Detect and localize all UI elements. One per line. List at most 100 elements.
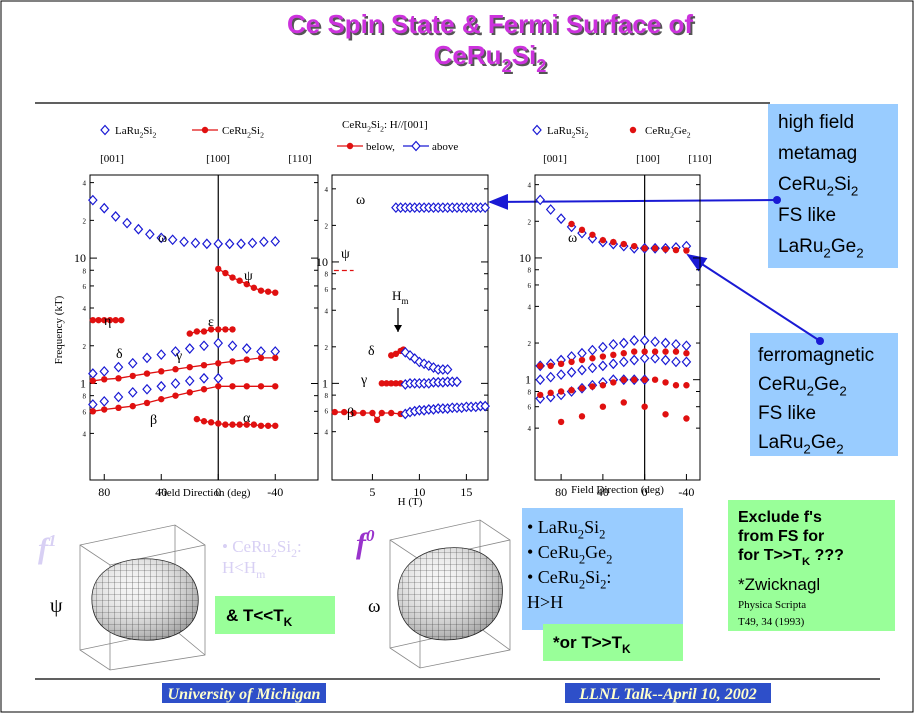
y-tick-label: 6 (325, 407, 329, 415)
data-point (229, 326, 235, 332)
data-point (215, 383, 221, 389)
direction-label: [110] (288, 153, 311, 165)
list-text-part: Si (584, 517, 599, 537)
x-axis-title: Field Direction (deg) (571, 484, 664, 496)
data-point (673, 247, 679, 253)
data-point (258, 355, 264, 361)
data-point (568, 359, 574, 365)
callout-text-part: LaRu (758, 432, 803, 453)
callout-text-part: K (284, 615, 293, 629)
data-point (558, 361, 564, 367)
data-point (244, 383, 250, 389)
branch-label: η (104, 314, 111, 329)
x-tick-label: 15 (460, 485, 472, 499)
data-point (115, 375, 121, 381)
data-point (229, 421, 235, 427)
data-point (332, 409, 338, 415)
callout-text-part: CeRu (778, 174, 827, 195)
callout-text-part: 2 (803, 442, 810, 457)
data-point (641, 403, 647, 409)
legend-label-part: 2 (687, 130, 691, 139)
data-point (187, 330, 193, 336)
callout-text-part: 2 (856, 246, 863, 261)
y-tick-label: 4 (325, 429, 329, 437)
x-tick-label: 5 (369, 485, 375, 499)
data-point (130, 373, 136, 379)
data-point (641, 245, 647, 251)
data-point (215, 326, 221, 332)
field-marker-part: m (401, 296, 408, 306)
f-symbol-sup: 1 (48, 531, 57, 550)
legend-label-part: above (432, 141, 458, 153)
y-tick-label: 2 (325, 344, 329, 352)
data-point (272, 355, 278, 361)
data-point (360, 410, 366, 416)
callout-text-part: Ge (814, 374, 839, 395)
data-point (683, 382, 689, 388)
data-point (158, 396, 164, 402)
data-point (579, 227, 585, 233)
y-tick-label: 1 (322, 376, 328, 390)
data-point (621, 376, 627, 382)
data-point (652, 245, 658, 251)
callout-text: ferromagnetic (758, 345, 874, 366)
x-axis-title: H (T) (398, 496, 423, 508)
list-text-part: • LaRu (527, 517, 578, 537)
legend-marker (630, 127, 636, 133)
faint-text-part: Si (277, 537, 291, 556)
callout-text: LaRu2Ge2 (778, 236, 864, 261)
faint-text-part: • CeRu (222, 537, 271, 556)
callout-text: FS like (758, 403, 816, 424)
direction-label: [110] (688, 153, 711, 165)
branch-label: α (243, 411, 251, 426)
direction-label: [001] (543, 153, 567, 165)
y-tick-label: 1 (80, 377, 86, 391)
y-tick-label: 2 (83, 217, 87, 225)
data-point (258, 287, 264, 293)
branch-label: ω (568, 231, 577, 246)
data-point (369, 410, 375, 416)
data-point (95, 317, 101, 323)
data-point (272, 383, 278, 389)
data-point (229, 358, 235, 364)
data-point (130, 403, 136, 409)
y-tick-label: 6 (83, 408, 87, 416)
branch-label: β (347, 406, 354, 421)
data-point (662, 411, 668, 417)
callout-text: CeRu2Ge2 (758, 374, 847, 399)
y-tick-label: 4 (83, 180, 87, 188)
title-part: CeRu (434, 40, 502, 70)
legend-title-part: : H//[001] (384, 119, 428, 131)
data-point (251, 285, 257, 291)
data-point (272, 423, 278, 429)
y-tick-label: 2 (528, 340, 532, 348)
legend-label-part: Si (143, 125, 152, 137)
reference: Physica Scripta (738, 599, 806, 611)
branch-label: ε (208, 315, 214, 330)
data-point (673, 382, 679, 388)
x-axis-title: Field Direction (deg) (158, 487, 251, 499)
callout-text-part: Ge (811, 432, 836, 453)
y-tick-label: 4 (83, 430, 87, 438)
callout-text: FS like (778, 205, 836, 226)
y-tick-label: 8 (83, 267, 87, 275)
y-tick-label: 8 (83, 393, 87, 401)
faint-text-part: : (297, 537, 302, 556)
x-tick-label: 80 (98, 485, 110, 499)
branch-label: γ (360, 373, 367, 388)
callout-text: Exclude f's (738, 509, 822, 526)
data-point (144, 370, 150, 376)
data-point (621, 241, 627, 247)
footer: University of Michigan (168, 686, 321, 703)
callout-text: metamag (778, 143, 857, 164)
data-point (600, 353, 606, 359)
slide: Ce Spin State & Fermi Surface ofCeRu2Si2… (0, 0, 914, 713)
faint-text-part: H<H (222, 558, 256, 577)
callout-text-part: *or T>>T (553, 633, 623, 652)
y-tick-label: 6 (83, 283, 87, 291)
callout-text-part: high field (778, 112, 854, 133)
legend-label-part: CeRu (222, 125, 248, 137)
reference: T49, 34 (1993) (738, 616, 805, 628)
data-point (194, 328, 200, 334)
data-point (172, 366, 178, 372)
